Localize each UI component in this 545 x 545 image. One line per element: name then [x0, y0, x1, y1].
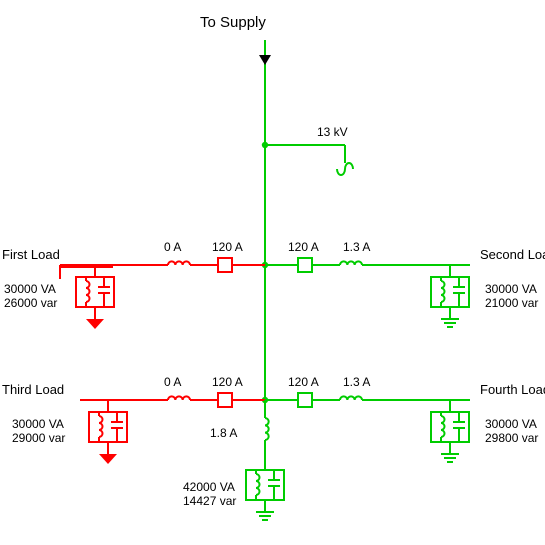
limiter-label-2: 1.3 A — [343, 240, 370, 254]
load-var-4: 29800 var — [485, 431, 538, 445]
limiter-label-5: 1.8 A — [210, 426, 237, 440]
load-name-1: First Load — [2, 247, 60, 262]
limiter-label-3: 0 A — [164, 375, 181, 389]
load-va-5: 42000 VA — [183, 480, 235, 494]
source-voltage: 13 kV — [317, 125, 348, 139]
load-name-4: Fourth Load — [480, 382, 545, 397]
load-var-2: 21000 var — [485, 296, 538, 310]
breaker-label-4: 120 A — [288, 375, 319, 389]
load-var-5: 14427 var — [183, 494, 236, 508]
load-name-2: Second Load — [480, 247, 545, 262]
breaker-label-3: 120 A — [212, 375, 243, 389]
breaker-label-1: 120 A — [212, 240, 243, 254]
load-va-1: 30000 VA — [4, 282, 56, 296]
load-va-2: 30000 VA — [485, 282, 537, 296]
limiter-label-1: 0 A — [164, 240, 181, 254]
load-va-4: 30000 VA — [485, 417, 537, 431]
load-var-3: 29000 var — [12, 431, 65, 445]
breaker-label-2: 120 A — [288, 240, 319, 254]
limiter-label-4: 1.3 A — [343, 375, 370, 389]
page-title: To Supply — [200, 14, 266, 31]
load-name-3: Third Load — [2, 382, 64, 397]
load-va-3: 30000 VA — [12, 417, 64, 431]
load-var-1: 26000 var — [4, 296, 57, 310]
